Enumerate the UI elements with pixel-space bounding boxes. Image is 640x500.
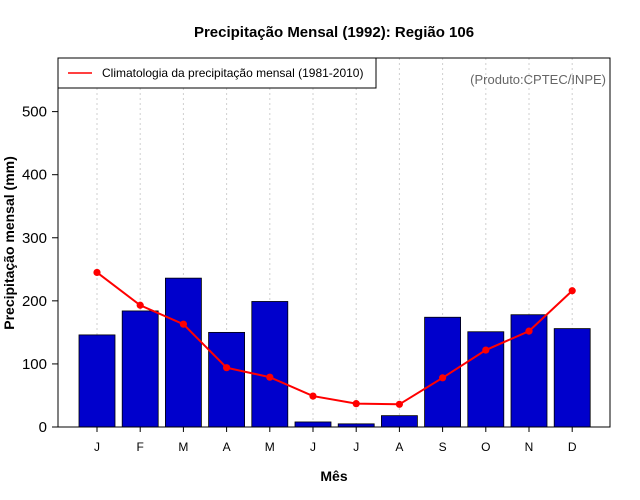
climatology-polyline: [96, 271, 573, 406]
y-tick-label: 300: [22, 230, 47, 247]
climatology-point: [179, 320, 187, 328]
climatology-point: [568, 287, 576, 295]
legend-box: [57, 57, 377, 89]
y-axis-label: Precipitação mensal (mm): [1, 156, 17, 330]
x-tick-label: D: [568, 440, 577, 454]
bar-F: [121, 310, 159, 428]
y-tick-label: 500: [22, 104, 47, 121]
bar-M: [251, 301, 289, 428]
climatology-point: [395, 400, 403, 408]
climatology-point: [223, 364, 231, 372]
y-tick-label: 100: [22, 356, 47, 373]
x-axis-label: Mês: [320, 468, 347, 484]
climatology-point: [482, 346, 490, 354]
climatology-point: [309, 392, 317, 400]
climatology-point: [266, 373, 274, 381]
climatology-points: [93, 268, 576, 408]
x-tick-label: F: [137, 440, 144, 454]
x-tick-label: M: [265, 440, 275, 454]
x-tick-label: J: [94, 440, 100, 454]
x-tick-label: J: [353, 440, 359, 454]
climatology-point: [352, 400, 360, 408]
climatology-point: [93, 268, 101, 277]
bar-D: [553, 328, 591, 428]
x-tick-label: N: [525, 440, 534, 454]
x-tick-label: S: [439, 440, 447, 454]
x-tick-label: O: [481, 440, 490, 454]
climatology-point: [439, 374, 447, 382]
grid: [96, 58, 573, 427]
climatology-point: [136, 301, 144, 309]
legend-label: Climatologia da precipitação mensal (198…: [102, 66, 363, 80]
bar-A: [208, 331, 246, 428]
bar-O: [467, 331, 505, 428]
legend: Climatologia da precipitação mensal (198…: [57, 57, 377, 89]
x-tick-label: A: [223, 440, 231, 454]
y-tick-label: 0: [39, 419, 47, 436]
x-tick-label: J: [310, 440, 316, 454]
bar-M: [164, 277, 202, 428]
credit-annotation: (Produto:CPTEC/INPE): [470, 72, 606, 87]
bars: [78, 277, 591, 428]
y-axis: 0 100 200 300 400 500: [22, 104, 58, 436]
climatology-point: [525, 327, 533, 335]
bar-J: [78, 334, 116, 428]
bar-A: [380, 415, 418, 428]
chart-title: Precipitação Mensal (1992): Região 106: [194, 24, 474, 41]
bar-S: [424, 316, 462, 428]
bar-J: [294, 421, 332, 428]
x-tick-label: M: [178, 440, 188, 454]
y-tick-label: 400: [22, 167, 47, 184]
x-tick-label: A: [395, 440, 403, 454]
climatology-line: [96, 271, 573, 406]
y-tick-label: 200: [22, 293, 47, 310]
